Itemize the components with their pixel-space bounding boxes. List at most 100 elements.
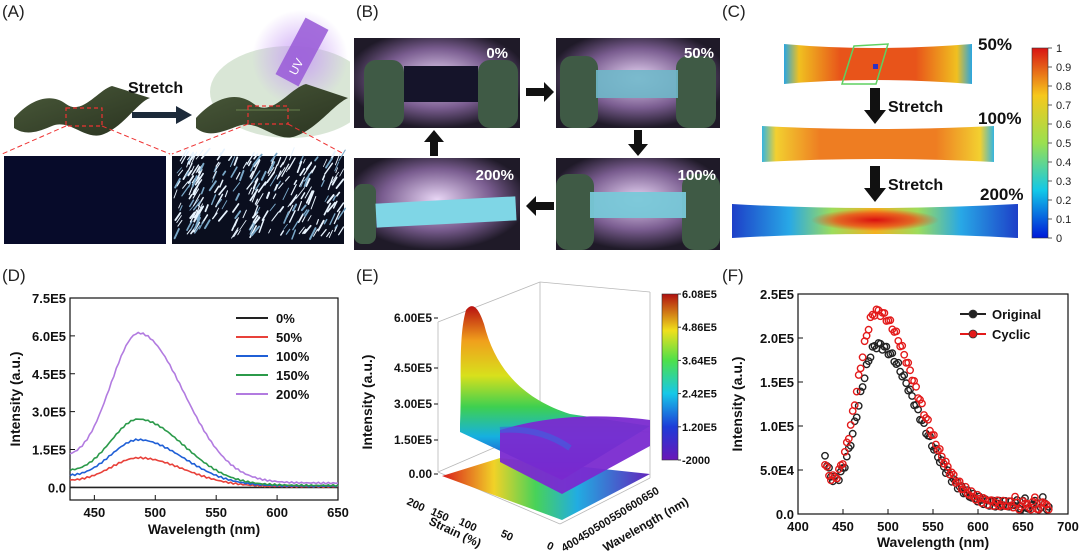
streak [333, 210, 341, 225]
x-tick-label: 650 [327, 505, 349, 520]
streak [254, 159, 261, 171]
streak [335, 167, 339, 173]
streak [311, 165, 317, 174]
streak [293, 179, 298, 185]
streak [187, 162, 193, 173]
data-point [888, 349, 897, 358]
panel-label-a: (A) [2, 2, 25, 21]
data-point [890, 357, 899, 366]
streak [174, 177, 181, 189]
streak [307, 215, 312, 222]
data-point [959, 485, 968, 494]
streak [312, 228, 318, 237]
data-point [856, 364, 865, 373]
x-tick-label: 550 [922, 519, 944, 534]
streak [246, 151, 255, 165]
photo-label-50: 50% [684, 45, 714, 62]
streak [281, 163, 290, 177]
streak [323, 218, 328, 225]
streak [188, 186, 193, 196]
series-line-150% [69, 418, 339, 488]
colorbar-tick-label: 0.6 [1056, 119, 1071, 131]
streak [230, 166, 238, 178]
data-point [840, 447, 849, 456]
streak [266, 191, 271, 199]
colorbar-c-ticks: 1 0.9 0.8 0.7 0.6 0.5 0.4 0.3 0.2 0.1 0 [1048, 43, 1071, 245]
streak [233, 156, 239, 166]
panel-label-c: (C) [722, 2, 746, 21]
streak [186, 161, 190, 168]
streak [274, 184, 279, 191]
streak [177, 219, 183, 227]
legend-swatch-marker [968, 329, 978, 339]
streak [185, 170, 190, 177]
streak [288, 209, 296, 223]
streak [292, 220, 299, 231]
data-point [898, 341, 907, 350]
y-axis-label: Intensity (a.u.) [7, 352, 23, 447]
streak [258, 218, 265, 233]
y-tick-label: 3.0E5 [32, 405, 66, 420]
streak [181, 151, 189, 164]
streak [179, 148, 188, 162]
streak [321, 175, 326, 181]
streak [247, 160, 252, 167]
streak [200, 187, 205, 195]
streak [253, 158, 261, 168]
streak [325, 157, 334, 169]
streak [326, 231, 331, 238]
y-tick-label: 0.0 [48, 480, 66, 495]
streak [334, 152, 341, 166]
streak [297, 201, 302, 212]
streak [187, 175, 195, 184]
arrow-b-left [526, 196, 554, 216]
streak [334, 161, 340, 172]
streak [289, 147, 295, 161]
streak [239, 219, 247, 231]
streak [188, 194, 193, 200]
streak [191, 151, 198, 164]
photo-label-200: 200% [476, 167, 514, 184]
x-tick-label: 600 [266, 505, 288, 520]
colorbar-tick-label: 0.9 [1056, 62, 1071, 74]
colorbar-e [661, 293, 679, 461]
chart-f: 400 450 500 550 600 650 700 0.0 5.0E4 1.0E5 1.5E5 2… [729, 287, 1079, 550]
streak [261, 210, 269, 221]
streak [231, 227, 239, 239]
streak [215, 161, 220, 167]
streak [222, 170, 227, 176]
streak [195, 149, 204, 160]
fem-strip-100 [762, 126, 994, 162]
streak [196, 168, 203, 179]
panel-a: Stretch UV [1, 10, 350, 244]
z-tick-label: 6.00E5 [394, 311, 432, 325]
data-point [943, 462, 952, 471]
streak [249, 223, 255, 235]
data-point [937, 452, 946, 461]
streak [252, 214, 259, 223]
streak [246, 180, 254, 190]
streak [176, 180, 181, 187]
z-tick-label: 3.00E5 [394, 397, 432, 411]
streak [304, 186, 312, 199]
uv-lamp [275, 17, 329, 87]
streak [284, 176, 290, 182]
axis-box-line [539, 281, 651, 293]
arrow-c-2 [864, 166, 886, 202]
strain-label-100: 100% [978, 109, 1021, 128]
series-line-200% [69, 331, 339, 485]
streak [327, 176, 334, 191]
streak [174, 212, 182, 221]
chart-d: 450 500 550 600 650 0.0 1.5E5 3.0E5 4.5E5 6.0E5 7.… [7, 291, 349, 537]
y-tick-label: 5.0E4 [760, 463, 795, 478]
colorbar-c [1031, 47, 1049, 239]
streak [298, 176, 305, 187]
streak [224, 190, 229, 198]
colorbar-tick-label: 0.4 [1056, 157, 1071, 169]
data-point [842, 452, 851, 461]
streak [251, 170, 261, 183]
wavelength-tick-label: 650 [640, 485, 662, 505]
x-tick-label: 500 [144, 505, 166, 520]
legend-label: Cyclic [992, 327, 1030, 342]
streak [280, 230, 285, 236]
